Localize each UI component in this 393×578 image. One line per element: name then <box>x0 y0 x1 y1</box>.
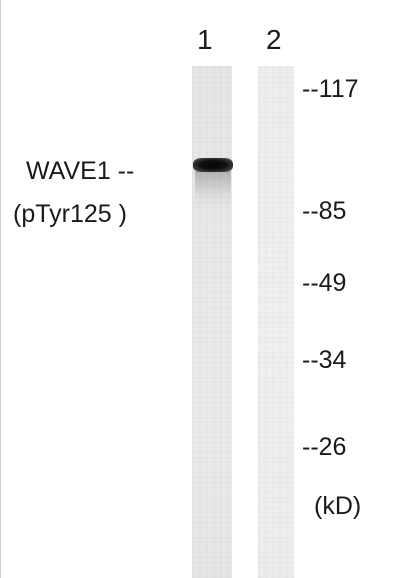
blot-lane-1 <box>192 66 232 578</box>
protein-name-label: WAVE1 -- <box>26 157 135 185</box>
band-smear <box>195 171 231 211</box>
lane-number-1: 1 <box>197 24 213 55</box>
unit-label: (kD) <box>314 492 362 520</box>
marker-117: --117 <box>302 75 359 103</box>
marker-49: --49 <box>302 269 347 297</box>
blot-lane-2 <box>258 66 294 578</box>
protein-modification-label: (pTyr125 ) <box>13 200 127 228</box>
marker-85: --85 <box>302 197 347 225</box>
marker-34: --34 <box>302 346 347 374</box>
marker-26: --26 <box>302 433 347 461</box>
lane-number-2: 2 <box>266 24 282 55</box>
protein-band <box>193 158 233 172</box>
